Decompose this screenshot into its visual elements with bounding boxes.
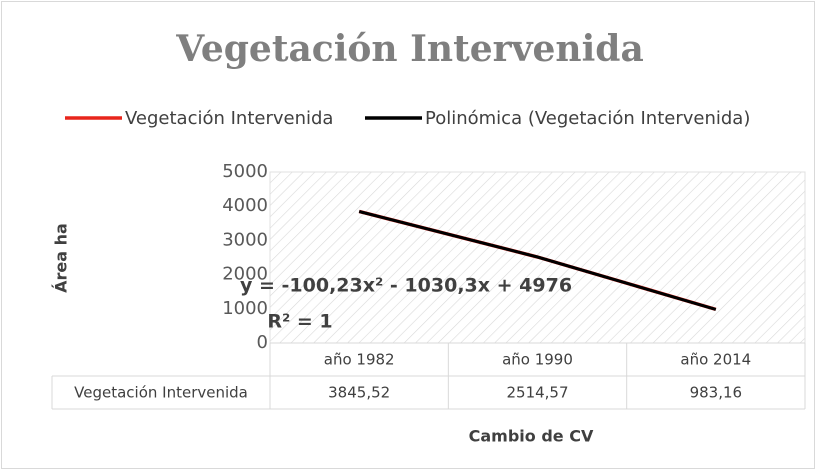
y-tick-label: 1000 [222, 298, 268, 319]
table-value: 983,16 [690, 384, 743, 402]
series-line [358, 210, 717, 311]
legend-label: Polinómica (Vegetación Intervenida) [425, 108, 750, 129]
trendline-r2: R² = 1 [267, 311, 332, 333]
x-tick-label: año 1990 [502, 351, 573, 369]
y-axis-label: Área ha [52, 223, 71, 293]
trendline-equation: y = -100,23x² - 1030,3x + 4976 [240, 275, 572, 297]
y-tick-label: 5000 [222, 161, 268, 182]
legend-label: Vegetación Intervenida [125, 108, 333, 129]
y-tick-label: 2000 [222, 264, 268, 285]
x-tick-label: año 1982 [324, 351, 395, 369]
x-tick-label: año 2014 [680, 351, 751, 369]
y-tick-label: 4000 [222, 195, 268, 216]
table-value: 3845,52 [328, 384, 390, 402]
table-row-label: Vegetación Intervenida [74, 384, 248, 402]
y-tick-label: 3000 [222, 229, 268, 250]
chart-title: Vegetación Intervenida [175, 28, 644, 70]
table-value: 2514,57 [506, 384, 568, 402]
y-tick-label: 0 [257, 332, 268, 353]
x-axis-label: Cambio de CV [469, 427, 594, 446]
